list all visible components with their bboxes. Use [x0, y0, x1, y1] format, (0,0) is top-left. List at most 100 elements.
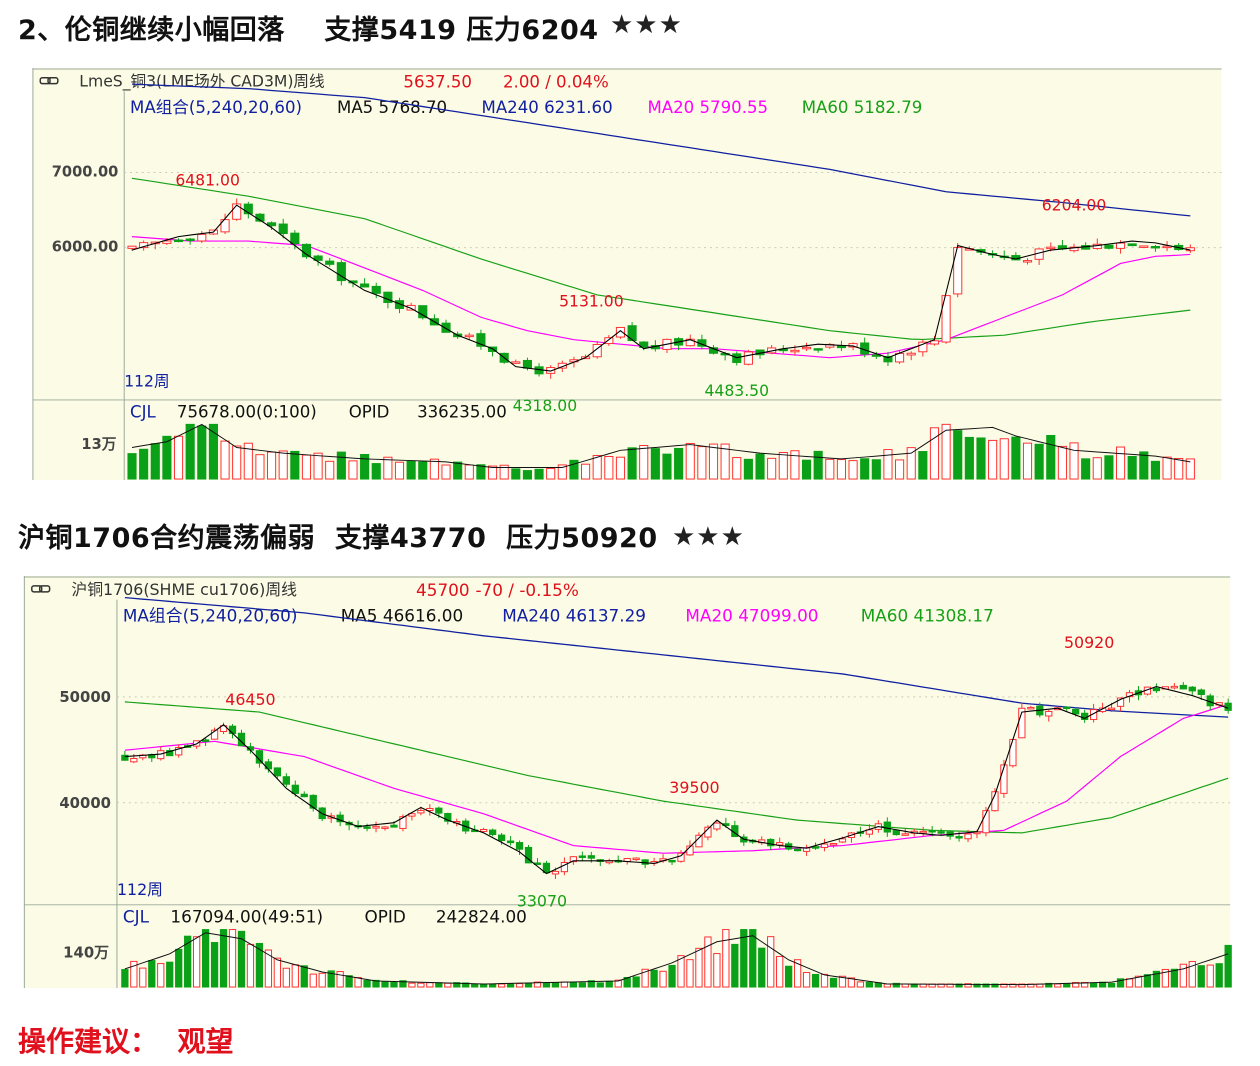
- candle: [883, 817, 891, 837]
- candle-down: [1150, 246, 1160, 249]
- volume-bar-down: [363, 979, 371, 988]
- candle-down: [282, 776, 290, 785]
- candle: [444, 812, 452, 825]
- candle-up: [743, 351, 753, 365]
- candle: [1104, 244, 1114, 250]
- candle-up: [820, 843, 829, 848]
- candle: [1139, 245, 1149, 249]
- ma5-line: [124, 686, 1229, 875]
- candle: [1197, 688, 1205, 701]
- candle-up: [592, 343, 602, 358]
- volume-bar-down: [381, 981, 389, 988]
- trading-advice: 操作建议： 观望: [18, 1025, 234, 1058]
- candle-down: [542, 862, 551, 874]
- volume-bar-down: [953, 430, 963, 480]
- volume-bar-up: [686, 959, 694, 988]
- candle: [278, 218, 288, 239]
- candle: [371, 282, 381, 299]
- candle: [1127, 243, 1137, 247]
- candle-down: [300, 793, 308, 798]
- candle-down: [506, 840, 515, 844]
- volume-ma-line: [124, 932, 1229, 986]
- candle-up: [551, 870, 560, 875]
- candle-up: [1000, 764, 1008, 794]
- volume-bar-down: [1197, 965, 1205, 988]
- candle-up: [372, 825, 380, 829]
- volume-bar-down: [197, 425, 207, 480]
- volume-bar-down: [1150, 460, 1160, 480]
- candle: [273, 767, 281, 780]
- candle-down: [363, 826, 371, 829]
- volume-bar-up: [560, 981, 569, 988]
- volume-bar-down: [964, 436, 974, 480]
- lme-copper-weekly-chart[interactable]: LmeS_铜3(LME场外 CAD3M)周线 5637.50 2.00 / 0.04…: [18, 68, 1236, 480]
- candle-up: [632, 857, 640, 861]
- candle-down: [371, 285, 381, 294]
- candle: [668, 859, 676, 866]
- candle-down: [435, 807, 443, 814]
- candle-down: [228, 725, 237, 735]
- volume-bar-up: [441, 464, 451, 480]
- shfe-copper-weekly-chart[interactable]: 沪铜1706(SHME cu1706)周线 45700 -70 / -0.15% MA…: [18, 576, 1236, 988]
- volume-bar-down: [219, 929, 228, 988]
- candle-down: [883, 356, 893, 363]
- volume-bar-down: [1034, 443, 1044, 480]
- volume-bar-up: [394, 461, 405, 480]
- volume-bar-up: [906, 447, 916, 480]
- volume-bar-down: [785, 965, 793, 988]
- candle: [892, 829, 900, 836]
- volume-bar-up: [1179, 963, 1187, 988]
- volume-bar-down: [360, 453, 370, 480]
- candle-up: [1046, 246, 1056, 250]
- candle-down: [641, 859, 649, 865]
- volume-bar-up: [825, 458, 835, 480]
- ma60-line: [124, 701, 1229, 834]
- volume-bar-up: [1069, 442, 1079, 480]
- volume-bar-down: [453, 461, 463, 480]
- volume-bar-down: [605, 981, 613, 988]
- volume-bar-down: [534, 468, 544, 480]
- volume-bar-down: [522, 470, 532, 480]
- volume-bar-down: [127, 453, 137, 480]
- candle: [506, 835, 515, 846]
- volume-bar-down: [813, 450, 823, 480]
- candle: [982, 806, 990, 837]
- volume-bars: [121, 929, 1232, 988]
- ma20-line: [124, 703, 1229, 854]
- candle-down: [301, 243, 312, 258]
- low-annotation: 4483.50: [704, 382, 769, 400]
- volume-bar-up: [704, 936, 712, 988]
- price-change: -70 / -0.15%: [475, 580, 578, 600]
- low-annotation: 33070: [517, 892, 567, 911]
- volume-bar-down: [749, 929, 757, 988]
- volume-bar-down: [1215, 963, 1223, 988]
- candle-down: [1104, 244, 1114, 249]
- volume-bar-up: [515, 983, 524, 988]
- candle: [360, 278, 370, 288]
- last-price: 5637.50: [403, 73, 472, 92]
- volume-bar-up: [1125, 978, 1134, 988]
- volume-bar-down: [453, 982, 461, 988]
- volume-bar-up: [429, 458, 439, 480]
- volume-bar-up: [836, 459, 846, 480]
- candle: [820, 838, 829, 852]
- candle-down: [813, 348, 823, 351]
- candle: [162, 238, 172, 246]
- candle-down: [309, 794, 317, 809]
- y-tick-label: 6000.00: [52, 239, 119, 256]
- candle: [301, 243, 312, 259]
- ma20-legend: MA20 5790.55: [648, 98, 769, 117]
- volume-bar-down: [372, 979, 380, 988]
- candle-down: [489, 829, 497, 836]
- ma60-legend: MA60 41308.17: [861, 606, 994, 626]
- candle-up: [197, 233, 207, 242]
- volume-bar-up: [639, 444, 649, 480]
- candle: [829, 843, 838, 848]
- y-tick-label: 40000: [59, 794, 111, 812]
- volume-bar-up: [464, 464, 474, 480]
- candle-down: [264, 761, 273, 770]
- volume-bar-up: [790, 450, 800, 480]
- candle-down: [313, 255, 323, 261]
- volume-bar-up: [291, 964, 299, 988]
- volume-bar-down: [336, 451, 346, 480]
